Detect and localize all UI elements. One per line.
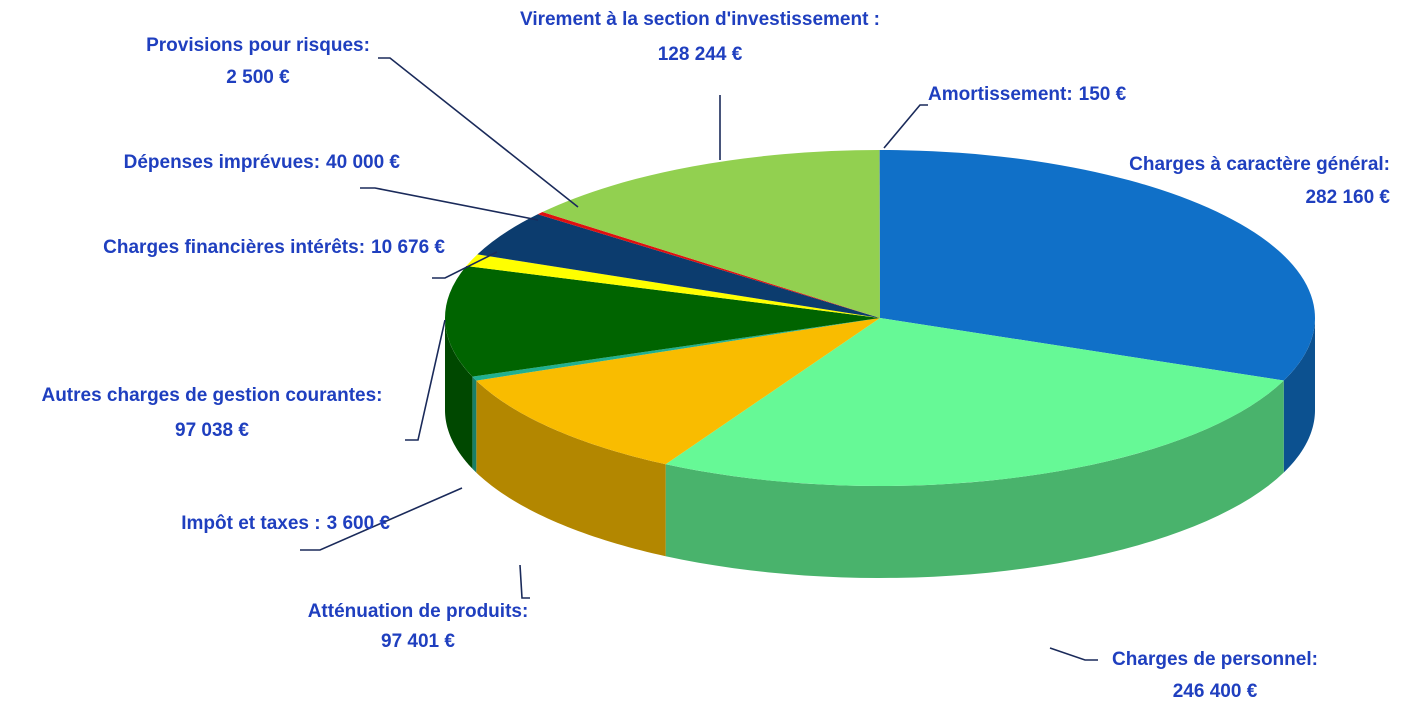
slice-side [665, 380, 1284, 578]
slice-label: Autres charges de gestion courantes: [41, 385, 382, 406]
leader-line [1049, 647, 1098, 661]
slice [444, 266, 880, 377]
value-label: 97 038 € [175, 420, 249, 441]
value-label: 40 000 € [326, 152, 400, 173]
slice-label-group: Dépenses imprévues: 40 000 € [124, 152, 401, 173]
value-label: 150 € [1079, 84, 1127, 105]
slice [880, 150, 1316, 381]
leader-line [405, 319, 446, 441]
slice-label: Charges à caractère général: [1129, 154, 1390, 175]
slice-side [445, 318, 473, 469]
slice [476, 318, 880, 465]
slice [466, 254, 880, 318]
leader-line [432, 251, 498, 279]
value-label: 10 676 € [371, 237, 445, 258]
slice [542, 150, 880, 318]
slice [472, 318, 880, 381]
slice [665, 318, 1284, 486]
slice-label-group: Impôt et taxes : 3 600 € [181, 513, 390, 534]
value-label: 246 400 € [1173, 681, 1258, 702]
slice-label: Dépenses imprévues: [124, 152, 320, 173]
value-label: 282 160 € [1305, 187, 1390, 208]
leader-line [519, 564, 530, 599]
slice-label: Atténuation de produits: [308, 601, 529, 622]
slice [537, 212, 880, 318]
slice [477, 214, 880, 318]
slice-label: Impôt et taxes : [181, 513, 320, 534]
value-label: 97 401 € [381, 631, 455, 652]
slice-label-group: Charges financières intérêts: 10 676 € [103, 237, 445, 258]
leader-line [300, 487, 463, 551]
slice-side [472, 376, 477, 473]
slice-label: Virement à la section d'investissement : [520, 9, 880, 30]
slice-label: Charges de personnel: [1112, 649, 1318, 670]
slice-label-group: Amortissement: 150 € [928, 84, 1127, 105]
slice-label: Amortissement: [928, 84, 1073, 105]
value-label: 3 600 € [327, 513, 391, 534]
value-label: 2 500 € [226, 67, 290, 88]
slice-label: Provisions pour risques: [146, 35, 370, 56]
slice-label: Charges financières intérêts: [103, 237, 365, 258]
value-label: 128 244 € [658, 44, 743, 65]
slice-side [476, 380, 666, 557]
leader-line [378, 57, 579, 208]
leader-line [360, 187, 539, 221]
slice-side [1283, 318, 1315, 473]
leader-line [883, 104, 928, 149]
